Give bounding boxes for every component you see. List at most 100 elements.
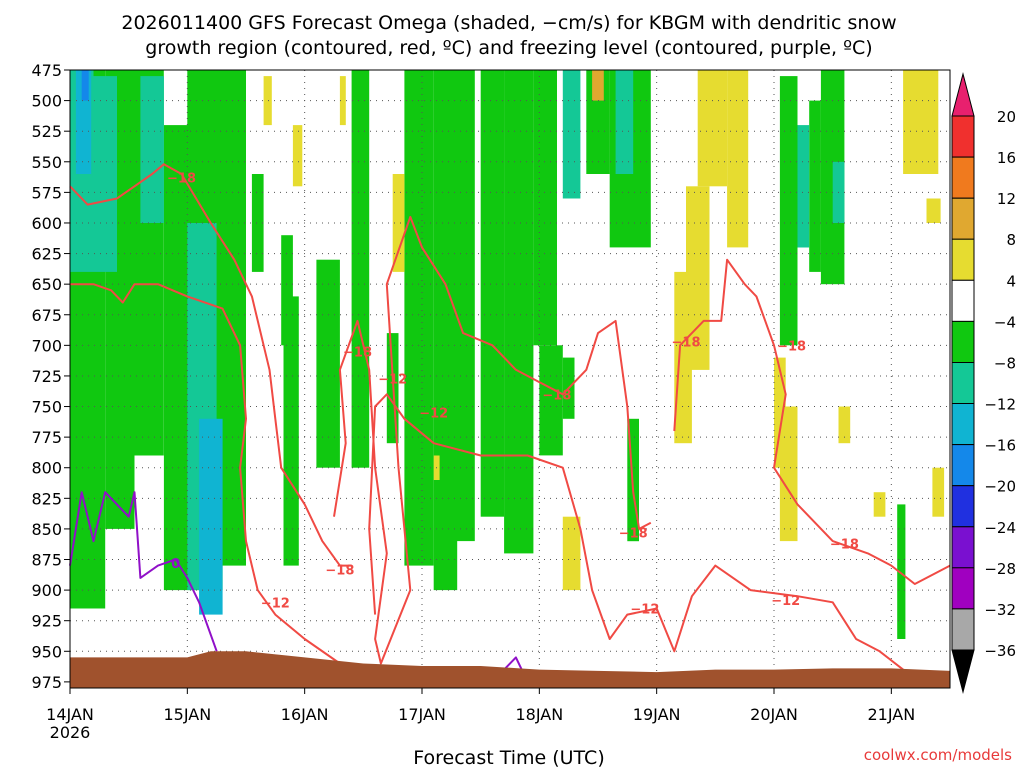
contour-label: −18: [777, 339, 806, 354]
colorbar-label: 20: [997, 108, 1016, 126]
omega-streak: [445, 70, 475, 542]
contour-label: −18: [830, 538, 859, 553]
omega-streak: [283, 296, 299, 566]
colorbar-bin: [951, 567, 975, 610]
colorbar: 20 16 12 8 4 −4 −8 −12 −16 −20 −24 −28 −32 −36: [951, 72, 1016, 694]
omega-streak: [926, 198, 941, 223]
contour-label: 0: [171, 557, 180, 572]
y-tick-label: 775: [31, 428, 62, 447]
contour-minus18-a: [69, 163, 352, 567]
colorbar-bin: [951, 115, 975, 158]
contour-label: −12: [378, 372, 407, 387]
plot-border: [69, 69, 951, 689]
omega-streak: [351, 70, 370, 468]
omega-streak: [316, 259, 340, 468]
omega-streak: [404, 70, 434, 566]
omega-streak: [392, 174, 405, 272]
x-axis-year: 2026: [50, 723, 91, 742]
omega-streak: [779, 406, 798, 542]
x-tick-label: 19JAN: [633, 705, 681, 724]
omega-streak: [281, 235, 293, 346]
contour-label: −12: [771, 594, 800, 609]
colorbar-label: −20: [984, 478, 1016, 496]
y-axis: 475 500 525 550 575 600 625 650 675 700 725 750 775 8…: [31, 61, 70, 692]
x-tick-label: 18JAN: [515, 705, 563, 724]
x-tick-label: 16JAN: [281, 705, 329, 724]
colorbar-label: −8: [994, 355, 1016, 373]
colorbar-bin: [951, 444, 975, 487]
y-tick-label: 825: [31, 489, 62, 508]
omega-streak: [140, 76, 164, 223]
y-tick-label: 850: [31, 520, 62, 539]
y-tick-label: 950: [31, 642, 62, 661]
omega-streak: [592, 70, 604, 101]
y-tick-label: 600: [31, 214, 62, 233]
x-tick-label: 15JAN: [163, 705, 211, 724]
omega-streak: [903, 70, 939, 174]
omega-streak: [263, 76, 272, 126]
omega-streak: [797, 125, 810, 248]
y-tick-label: 725: [31, 367, 62, 386]
contour-label: −18: [343, 346, 372, 361]
colorbar-label: −12: [984, 396, 1016, 414]
y-tick-label: 525: [31, 122, 62, 141]
omega-streak: [615, 70, 634, 174]
contour-label: −18: [542, 388, 571, 403]
x-axis-label: Forecast Time (UTC): [413, 747, 604, 768]
contour-freezing-a: [69, 491, 218, 652]
omega-streak: [251, 174, 264, 272]
y-tick-label: 700: [31, 336, 62, 355]
x-tick-label: 20JAN: [750, 705, 798, 724]
colorbar-label: −24: [984, 519, 1016, 537]
contour-labels: −18 −18 −12 −12 −18 −18 −18 −18 −18 −12 −18 −12 −12 0: [167, 172, 859, 618]
contour-label: −18: [672, 336, 701, 351]
x-axis: 14JAN 15JAN 16JAN 17JAN 18JAN 19JAN 20JAN 21JAN: [46, 688, 915, 724]
chart-title-line1: 2026011400 GFS Forecast Omega (shaded, −…: [121, 12, 896, 34]
colorbar-bin: [951, 608, 975, 651]
contour-label: −12: [630, 603, 659, 618]
contours: [69, 163, 951, 683]
colorbar-label: 16: [997, 149, 1016, 167]
y-tick-label: 550: [31, 153, 62, 172]
omega-streak: [562, 516, 581, 591]
colorbar-label: −32: [984, 601, 1016, 619]
omega-streak: [932, 467, 945, 517]
colorbar-bin: [951, 197, 975, 240]
y-tick-label: 625: [31, 245, 62, 264]
omega-streak: [774, 357, 786, 468]
colorbar-label: 12: [997, 190, 1016, 208]
y-tick-label: 800: [31, 459, 62, 478]
y-tick-label: 650: [31, 275, 62, 294]
colorbar-bin: [951, 238, 975, 281]
contour-label: −12: [261, 596, 290, 611]
omega-streak: [292, 125, 303, 187]
colorbar-label: −16: [984, 437, 1016, 455]
omega-streak: [199, 418, 223, 615]
chart-title-line2: growth region (contoured, red, ºC) and f…: [145, 37, 872, 59]
contour-label: −12: [419, 407, 448, 422]
y-tick-label: 575: [31, 183, 62, 202]
y-tick-label: 925: [31, 612, 62, 631]
omega-streak: [81, 70, 89, 101]
y-tick-label: 500: [31, 92, 62, 111]
contour-minus18-c: [673, 258, 951, 585]
x-tick-label: 21JAN: [867, 705, 915, 724]
colorbar-bin: [951, 403, 975, 446]
contour-label: −18: [167, 172, 196, 187]
omega-streak: [838, 406, 851, 444]
colorbar-label: −36: [984, 642, 1016, 660]
omega-streak: [727, 70, 749, 248]
y-tick-label: 900: [31, 581, 62, 600]
colorbar-bin: [951, 156, 975, 199]
contour-minus12-b: [368, 393, 927, 683]
y-tick-label: 475: [31, 61, 62, 80]
x-tick-label: 14JAN: [46, 705, 94, 724]
omega-streak: [480, 70, 505, 517]
colorbar-label: 8: [1006, 231, 1016, 249]
colorbar-top-arrow: [951, 72, 975, 117]
colorbar-bin: [951, 526, 975, 569]
terrain-fill: [70, 651, 950, 688]
omega-streak: [897, 504, 906, 639]
omega-streak: [697, 70, 727, 187]
